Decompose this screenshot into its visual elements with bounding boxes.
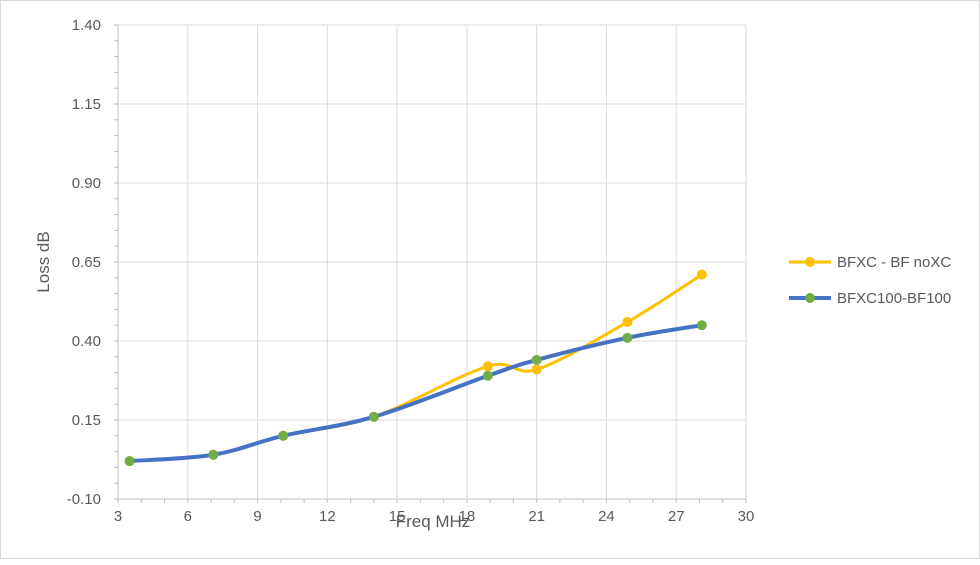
x-tick-label: 15 [389, 508, 406, 525]
y-tick-label: 1.40 [72, 17, 101, 34]
y-tick-label: 0.90 [72, 175, 101, 192]
x-tick-label: 24 [598, 508, 615, 525]
y-tick-labels: -0.10 0.15 0.40 0.65 0.90 1.15 1.40 [67, 17, 101, 508]
legend-item: BFXC100-BF100 [789, 290, 951, 307]
x-tick-label: 6 [184, 508, 192, 525]
data-point [696, 269, 707, 280]
data-point [531, 354, 542, 365]
legend-item: BFXC - BF noXC [789, 254, 951, 271]
legend: BFXC - BF noXC BFXC100-BF100 [789, 254, 951, 307]
y-tick-label: 0.65 [72, 254, 101, 271]
legend-swatch-marker [805, 293, 815, 303]
series-2 [124, 320, 707, 467]
x-tick-label: 9 [253, 508, 261, 525]
gridlines [118, 24, 747, 499]
series-1 [124, 269, 707, 467]
x-tick-label: 21 [528, 508, 545, 525]
legend-label: BFXC - BF noXC [837, 254, 951, 271]
minor-ticks [114, 24, 747, 503]
data-point [278, 430, 289, 441]
y-tick-label: 0.15 [72, 412, 101, 429]
legend-label: BFXC100-BF100 [837, 290, 951, 307]
x-tick-labels: 3 6 9 12 15 18 21 24 27 30 [114, 508, 755, 525]
data-point [622, 332, 633, 343]
x-tick-label: 12 [319, 508, 336, 525]
series-group [124, 269, 707, 467]
x-tick-label: 27 [668, 508, 685, 525]
data-point [696, 320, 707, 331]
data-point [482, 361, 493, 372]
x-axis-title: Freq MHz [396, 512, 471, 531]
data-point [368, 411, 379, 422]
x-tick-label: 3 [114, 508, 122, 525]
data-point [208, 449, 219, 460]
data-point [482, 370, 493, 381]
data-point [622, 317, 633, 328]
data-point [531, 364, 542, 375]
series-line [128, 273, 704, 463]
y-tick-label: -0.10 [67, 491, 101, 508]
series-line [127, 323, 704, 464]
y-tick-label: 1.15 [72, 96, 101, 113]
legend-swatch-marker [805, 257, 815, 267]
y-axis-title: Loss dB [34, 231, 53, 292]
x-tick-label: 30 [738, 508, 755, 525]
y-tick-label: 0.40 [72, 333, 101, 350]
data-point [124, 456, 135, 467]
x-tick-label: 18 [459, 508, 476, 525]
